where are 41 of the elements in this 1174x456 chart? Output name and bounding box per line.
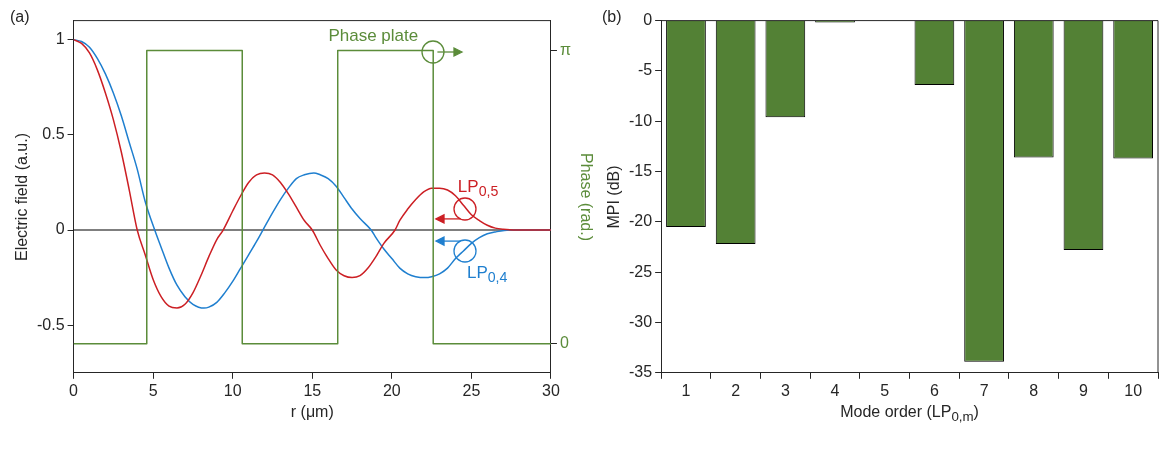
- y2-tick-label: π: [559, 40, 572, 58]
- x-tick-label: 7: [979, 381, 989, 399]
- y-tick-label: 0.5: [42, 125, 65, 143]
- series-label: Phase plate: [328, 26, 419, 47]
- y2-tick-label: 0: [559, 334, 569, 352]
- y-tick-label: 0: [643, 11, 653, 29]
- y-tick-label: -35: [629, 363, 653, 381]
- y-tick-label: -0.5: [36, 315, 65, 333]
- chart-title: (a): [10, 8, 30, 26]
- x-tick-label: 2: [731, 381, 741, 399]
- series-label: LP$_{0,4}$: [466, 262, 508, 286]
- y-tick-label: -30: [629, 312, 653, 330]
- x-tick-label: 5: [148, 381, 158, 399]
- y-tick-label: 0: [55, 220, 65, 238]
- x-tick-label: 6: [929, 381, 939, 399]
- x-tick-label: 30: [542, 381, 560, 399]
- y-tick-label: -25: [629, 262, 653, 280]
- y-tick-label: -5: [637, 61, 653, 79]
- x-tick-label: 10: [223, 381, 242, 399]
- chart-title: (b): [602, 8, 622, 26]
- x-tick-label: 5: [880, 381, 890, 399]
- y-tick-label: -10: [629, 111, 653, 129]
- x-tick-label: 20: [382, 381, 401, 399]
- x-axis-title: Mode order (LP$_{0,m}$): [840, 402, 979, 424]
- y-axis-title: MPI (dB): [605, 165, 623, 229]
- x-tick-label: 0: [69, 381, 79, 399]
- y-tick-label: -20: [629, 212, 653, 230]
- x-tick-label: 9: [1079, 381, 1089, 399]
- x-tick-label: 8: [1029, 381, 1039, 399]
- x-axis-title: r (μm): [290, 402, 334, 421]
- x-tick-label: 10: [1124, 381, 1143, 399]
- y-tick-label: -15: [629, 161, 653, 179]
- x-tick-label: 15: [303, 381, 322, 399]
- x-tick-label: 4: [830, 381, 840, 399]
- series-label: LP$_{0,5}$: [457, 176, 499, 199]
- x-tick-label: 1: [681, 381, 691, 399]
- y-axis-title: Electric field (a.u.): [13, 132, 31, 261]
- x-tick-label: 25: [462, 381, 481, 399]
- x-tick-label: 3: [780, 381, 790, 399]
- y2-axis-title: Phase (rad.): [577, 152, 595, 241]
- y-tick-label: 1: [55, 30, 65, 48]
